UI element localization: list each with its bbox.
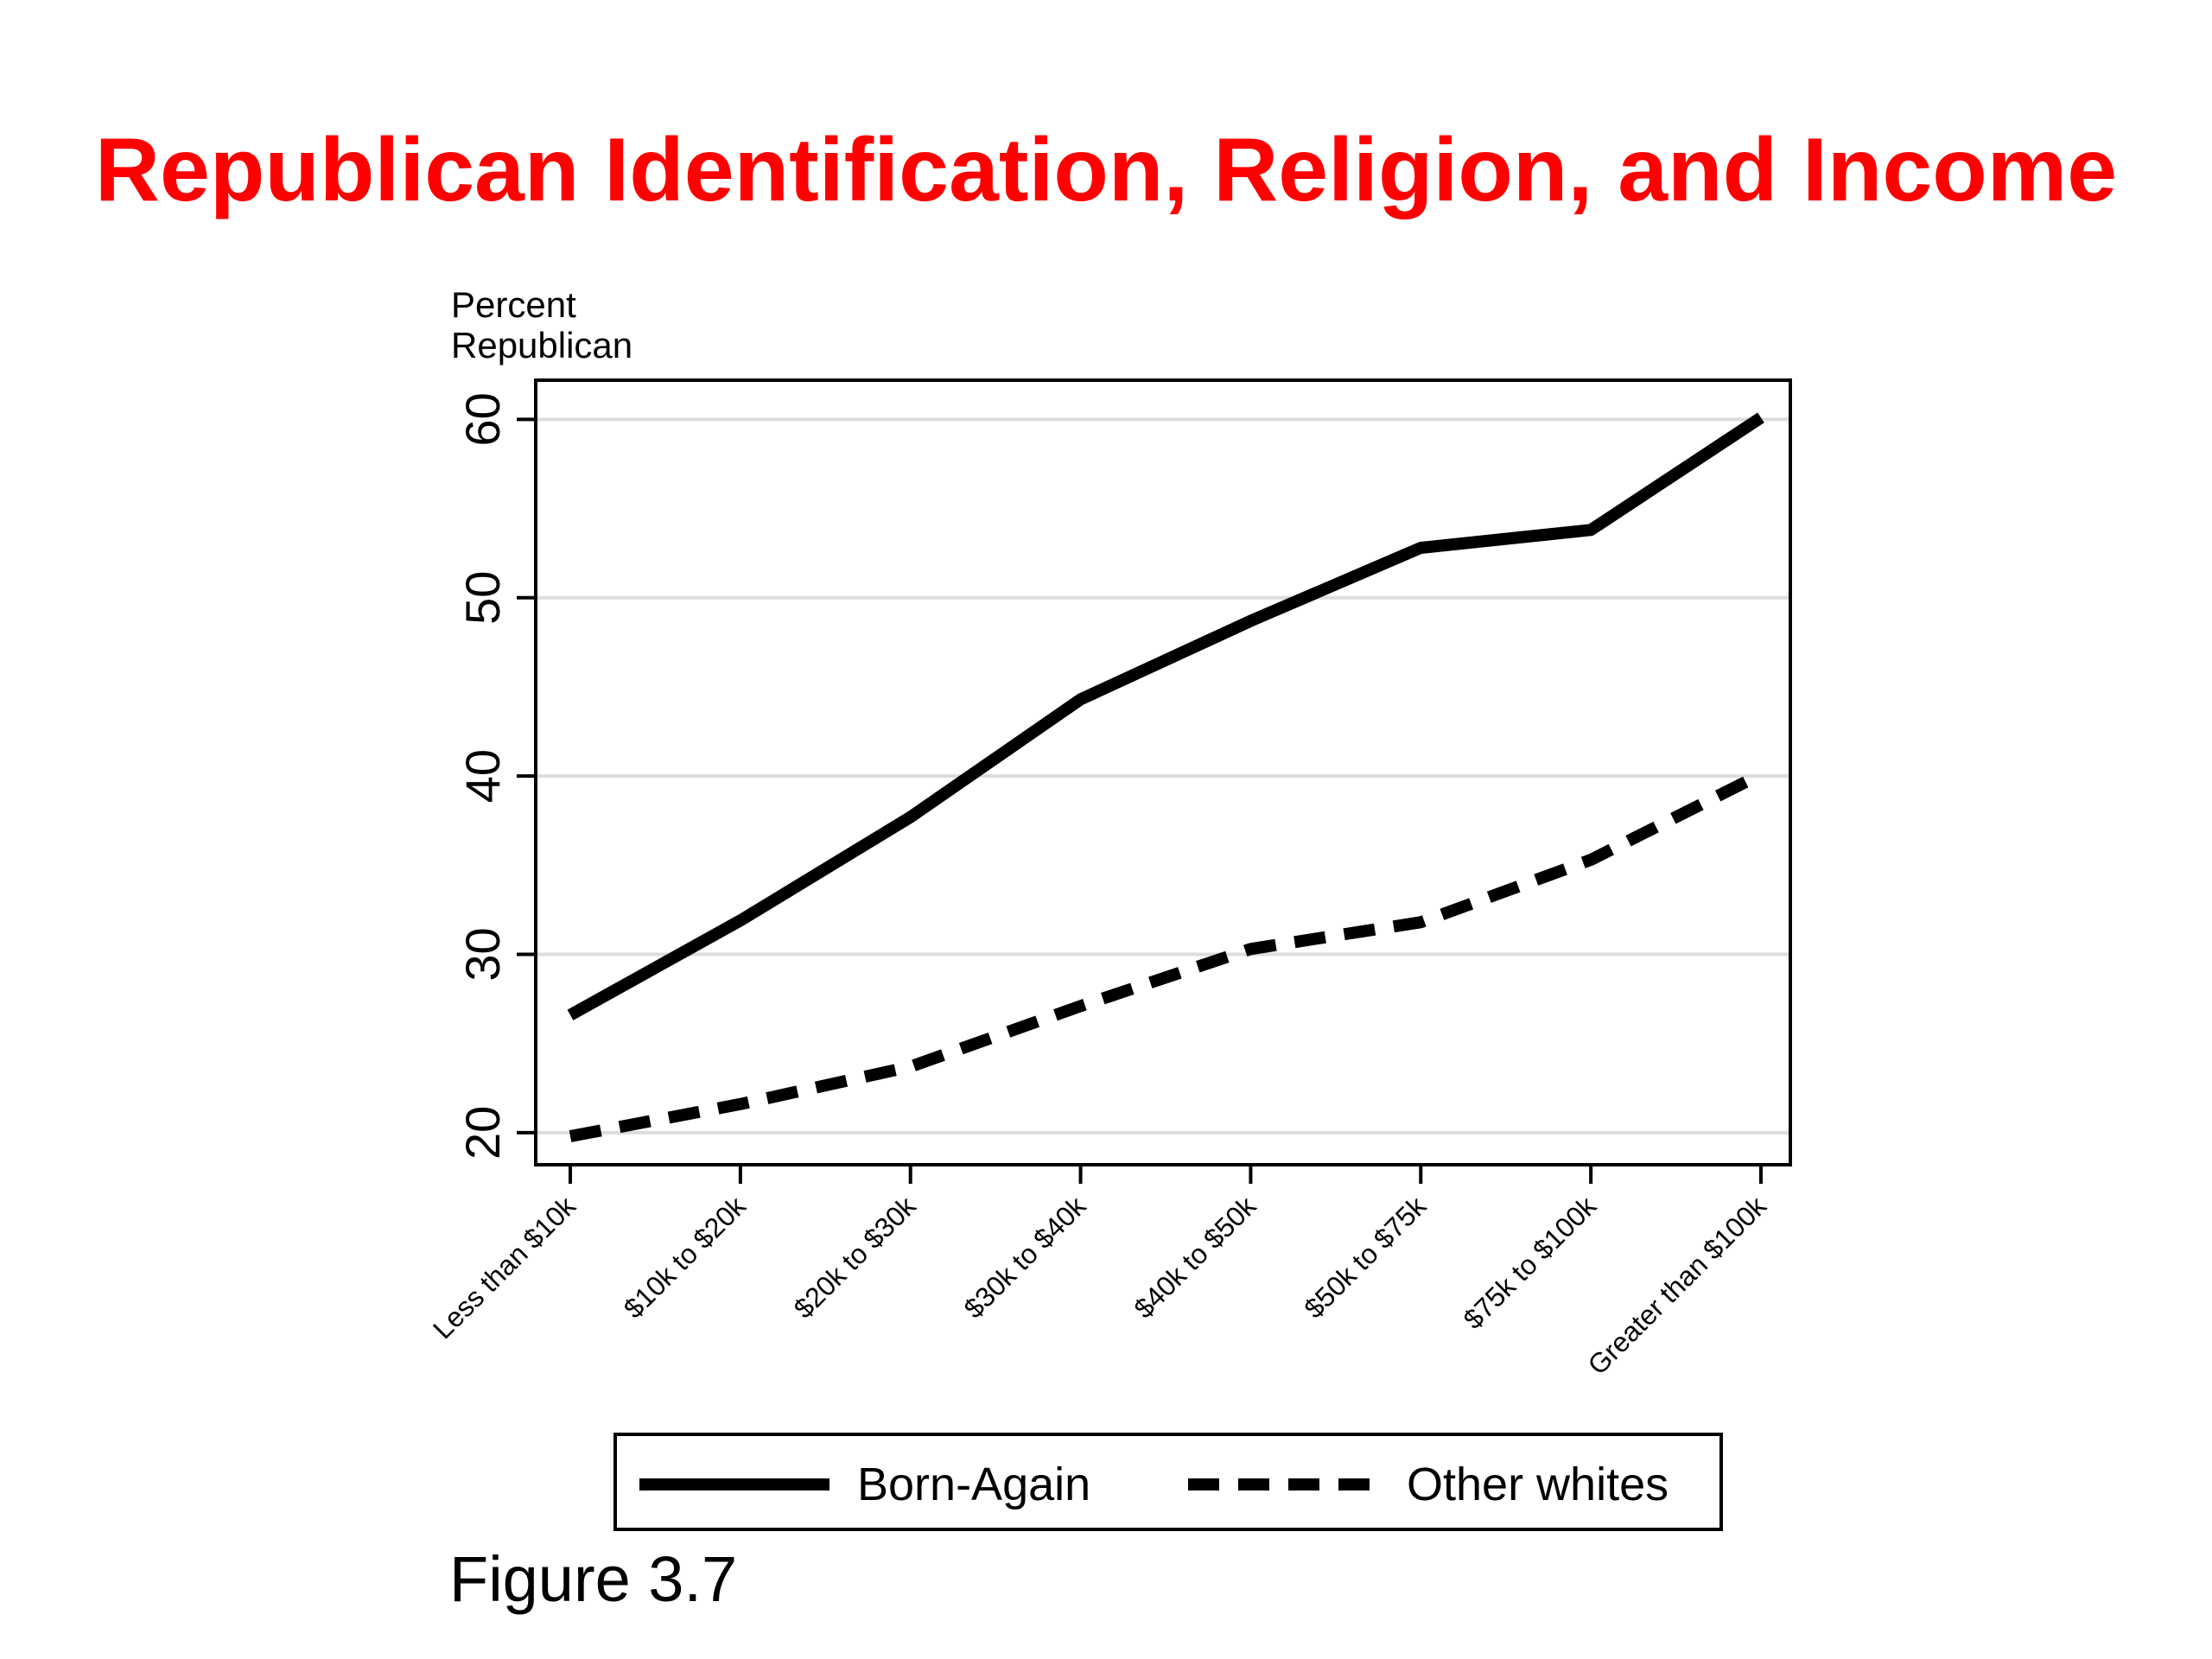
legend: Born-Again Other whites — [613, 1433, 1723, 1531]
x-tick-label: Less than $10k — [427, 1190, 582, 1345]
y-tick-label-20: 20 — [455, 1106, 510, 1160]
x-tick-label: $50k to $75k — [1298, 1190, 1433, 1325]
legend-label-0: Born-Again — [857, 1459, 1090, 1510]
plot-frame — [534, 378, 1792, 1166]
x-tick-label: Greater than $100k — [1582, 1190, 1773, 1381]
y-axis-label-line: Republican — [451, 325, 632, 365]
x-axis-ticks: Less than $10k $10k to $20k $20k to $30k $3… — [427, 1165, 1773, 1381]
x-tick-label: $30k to $40k — [957, 1190, 1092, 1325]
x-tick-label: $40k to $50k — [1128, 1190, 1262, 1325]
grid-lines — [536, 417, 1790, 1135]
x-tick-label: $20k to $30k — [788, 1190, 923, 1325]
series-line-1 — [569, 768, 1764, 1142]
y-tick-label-40: 40 — [455, 749, 510, 803]
legend-label-1: Other whites — [1407, 1459, 1669, 1510]
y-tick-label-30: 30 — [455, 927, 510, 981]
y-tick-label-50: 50 — [455, 571, 510, 625]
y-tick-label-60: 60 — [455, 392, 510, 446]
x-tick-label: $75k to $100k — [1457, 1190, 1602, 1335]
slide-title: Republican Identification, Religion, and… — [94, 120, 2118, 220]
x-tick-label: $10k to $20k — [618, 1190, 753, 1325]
series-lines — [567, 412, 1764, 1142]
y-axis-label-line: Percent — [451, 284, 576, 325]
series-line-0 — [567, 412, 1764, 1020]
figure-caption: Figure 3.7 — [449, 1543, 738, 1615]
y-axis-ticks: 20 30 40 50 60 — [455, 392, 536, 1160]
